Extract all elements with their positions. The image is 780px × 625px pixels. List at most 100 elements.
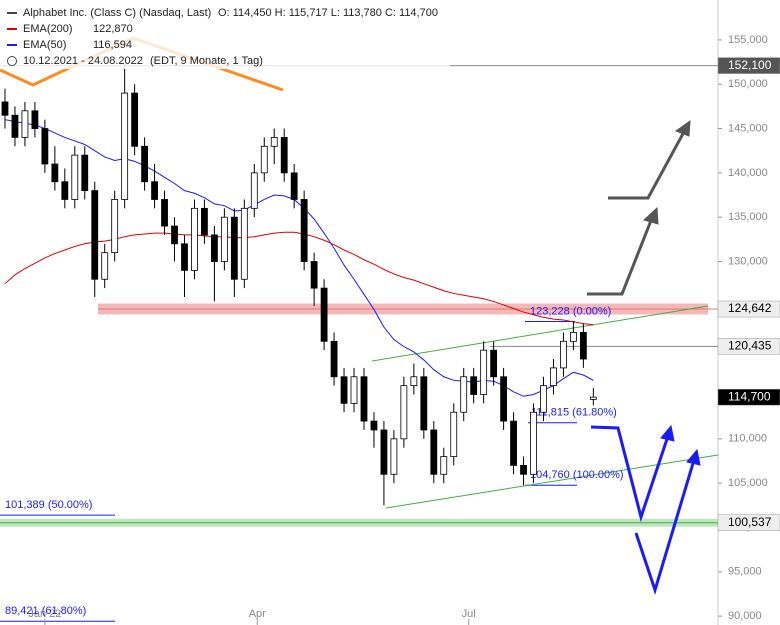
candle-body — [260, 145, 268, 174]
candle-body — [81, 154, 89, 192]
y-tick-label: 145,000 — [728, 122, 768, 134]
arrow-head — [674, 119, 691, 137]
fib-label: 123,228 (0.00%) — [530, 305, 611, 317]
candle-body — [550, 367, 557, 387]
blue-arrow — [634, 459, 696, 595]
candle-body — [440, 456, 448, 475]
candle-body — [41, 128, 49, 165]
candle-body — [470, 376, 478, 395]
level-label-bg — [717, 388, 780, 406]
candle-body — [490, 349, 498, 378]
candle-body — [51, 163, 59, 183]
candle-body — [350, 376, 358, 404]
clock-icon — [7, 56, 17, 66]
period-note: (EDT, 9 Monate, 1 Tag) — [150, 55, 263, 67]
candle-body — [530, 411, 537, 475]
candle-body — [380, 429, 388, 475]
candle-body — [300, 199, 308, 262]
candle-body — [330, 340, 338, 378]
candle-body — [420, 376, 428, 431]
candle-body — [220, 216, 228, 262]
candle-body — [71, 154, 79, 200]
candle-body — [570, 332, 577, 342]
candle-body — [240, 207, 248, 280]
arrow-head — [686, 448, 701, 466]
trend-line — [371, 305, 709, 362]
y-tick-label: 140,000 — [728, 167, 768, 179]
level-label: 152,100 — [728, 58, 772, 72]
level-label: 120,435 — [728, 338, 772, 352]
level-label-bg — [717, 57, 780, 74]
candle-body — [270, 137, 278, 147]
fib-label: 111,815 (61.80%) — [531, 407, 617, 419]
ema-line — [4, 231, 594, 326]
y-tick-label: 150,000 — [728, 78, 768, 90]
candle-body — [510, 420, 517, 466]
y-tick-label: 110,000 — [728, 433, 767, 445]
gray-arrow — [608, 129, 687, 200]
candle-body — [560, 340, 567, 369]
candle-body — [340, 376, 348, 404]
level-label: 100,537 — [728, 515, 772, 529]
y-tick-label: 130,000 — [728, 255, 768, 267]
candle-body — [280, 137, 288, 174]
x-tick-label: Jan 22 — [28, 608, 61, 620]
candle-body — [310, 261, 318, 289]
candle-body — [61, 181, 69, 200]
candle-body — [191, 207, 198, 271]
blue-arrow — [590, 425, 670, 523]
candle-body — [1, 101, 9, 116]
arrow-head — [643, 206, 659, 225]
y-tick-label: 155,000 — [728, 34, 768, 46]
candle-body — [460, 376, 468, 413]
y-tick-label: 90,000 — [728, 610, 762, 622]
fib-label: 89,421 (61,80%) — [5, 605, 86, 617]
fib-label: 101,389 (50.00%) — [5, 499, 92, 511]
candle-body — [360, 376, 368, 422]
arrow-head — [660, 424, 675, 442]
candle-body — [111, 199, 119, 254]
legend-bg — [0, 3, 450, 69]
x-tick-label: Apr — [249, 608, 266, 620]
candle-body — [230, 216, 238, 280]
y-tick-label: 135,000 — [728, 211, 768, 223]
legend-value: 122,870 — [93, 23, 133, 35]
candle-body — [101, 252, 109, 280]
period: 10.12.2021 - 24.08.2022 — [23, 55, 143, 67]
candle-body — [589, 396, 597, 400]
candle-body — [290, 172, 298, 200]
legend-ohlc: O: 114,450 H: 115,717 L: 113,780 C: 114,… — [218, 7, 438, 19]
candle-body — [151, 181, 158, 200]
level-label-bg — [717, 300, 780, 318]
ema-line — [4, 119, 594, 397]
candle-body — [31, 110, 39, 129]
candle-body — [400, 385, 408, 440]
legend-label: EMA(200) — [23, 23, 73, 35]
legend-label: EMA(50) — [23, 39, 66, 51]
candle-body — [121, 92, 129, 200]
candle-body — [410, 376, 418, 387]
y-tick-label: 105,000 — [728, 477, 768, 489]
candle-body — [211, 234, 218, 262]
candle-body — [320, 287, 328, 342]
candle-body — [250, 172, 258, 209]
candle-body — [430, 429, 438, 475]
candle-body — [390, 438, 398, 475]
candle-body — [480, 349, 488, 395]
level-label: 114,700 — [728, 389, 771, 403]
candle-body — [370, 420, 378, 431]
fib-label: 104,760 (100.00%) — [530, 469, 624, 481]
candle-body — [520, 465, 527, 475]
trend-line — [385, 454, 719, 509]
candle-body — [181, 243, 188, 271]
candle-body — [201, 207, 208, 236]
candle-body — [500, 376, 507, 422]
candle-body — [579, 332, 587, 360]
level-label-bg — [717, 514, 780, 531]
y-tick-label: 95,000 — [728, 566, 762, 578]
candle-body — [540, 385, 547, 413]
candle-body — [171, 225, 178, 245]
legend-value: 116,594 — [93, 39, 132, 51]
candle-body — [11, 114, 19, 138]
